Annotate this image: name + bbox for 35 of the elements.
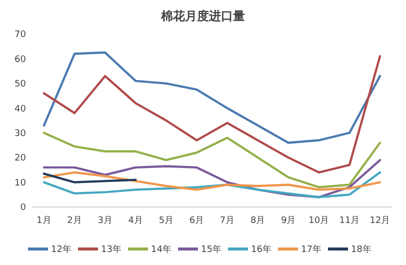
y-tick-label: 60 (14, 54, 26, 65)
line-series (42, 132, 382, 188)
x-tick-label: 1月 (36, 216, 52, 226)
y-tick-label: 30 (14, 129, 26, 140)
y-tick-label: 40 (14, 104, 26, 114)
y-tick-label: 20 (14, 154, 26, 164)
line-series (42, 51, 382, 144)
x-tick-label: 4月 (128, 216, 144, 226)
line-series (42, 171, 382, 198)
x-tick-label: 11月 (339, 216, 360, 226)
y-tick-label: 50 (14, 80, 26, 90)
y-tick-label: 10 (14, 178, 26, 188)
y-tick-label: 70 (14, 30, 26, 40)
legend-label: 18年 (351, 244, 372, 256)
legend-label: 17年 (301, 244, 322, 256)
x-tick-label: 7月 (220, 216, 235, 226)
x-tick-label: 12月 (370, 216, 390, 226)
x-tick-label: 2月 (67, 216, 82, 226)
line-series (42, 158, 382, 198)
x-tick-label: 6月 (189, 216, 204, 226)
legend-label: 16年 (251, 244, 272, 256)
chart-title: 棉花月度进口量 (160, 9, 245, 23)
line-series (42, 55, 382, 174)
x-tick-label: 5月 (158, 216, 174, 226)
x-tick-label: 3月 (98, 216, 112, 226)
line-series (42, 172, 137, 184)
x-tick-label: 9月 (280, 216, 296, 226)
y-tick-label: 0 (20, 203, 26, 214)
legend-label: 13年 (101, 244, 122, 256)
line-series (42, 171, 382, 191)
x-tick-label: 10月 (308, 216, 330, 226)
legend-label: 12年 (51, 244, 72, 256)
legend-label: 14年 (151, 244, 172, 256)
x-tick-label: 8月 (250, 216, 266, 226)
legend-label: 15年 (201, 244, 222, 256)
